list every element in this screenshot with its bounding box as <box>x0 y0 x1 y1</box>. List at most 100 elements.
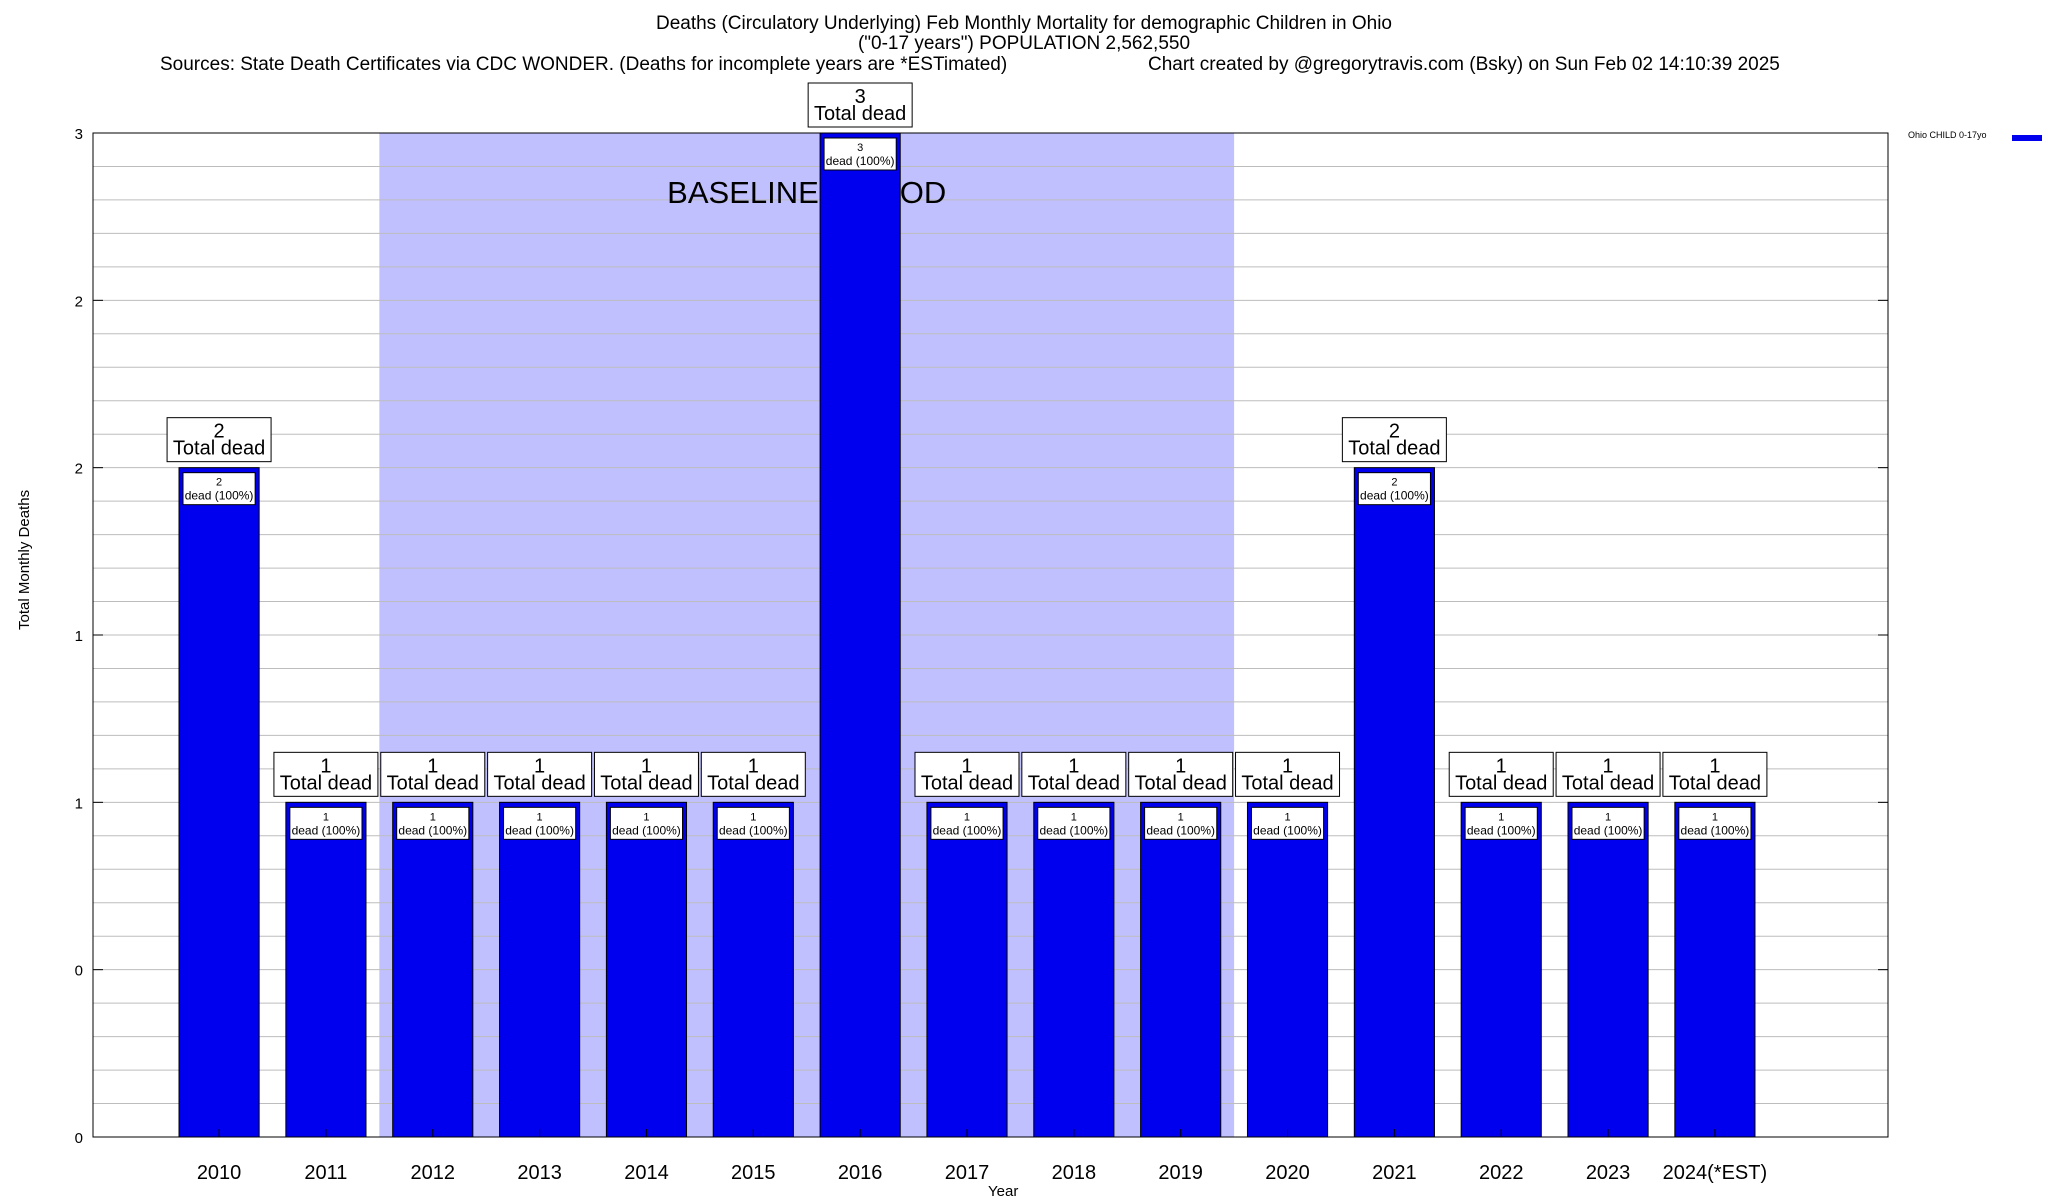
bar-top-value: 1 <box>1282 755 1293 777</box>
bar-inner-value: 1 <box>1071 811 1077 823</box>
bar-top-value: 1 <box>961 755 972 777</box>
bar-top-value: 1 <box>748 755 759 777</box>
bar-inner-label: dead (100%) <box>1253 823 1322 837</box>
bar-inner-label-box <box>1571 806 1645 840</box>
bar <box>926 801 1008 1138</box>
bar <box>392 801 474 1138</box>
bar-inner-value: 2 <box>216 477 222 489</box>
bar-inner-label: dead (100%) <box>1360 489 1429 503</box>
bar <box>1033 801 1115 1138</box>
bar <box>1674 801 1756 1138</box>
bar-inner-label: dead (100%) <box>185 489 254 503</box>
bar-top-label: Total dead <box>173 438 265 460</box>
x-tick-label: 2011 <box>304 1162 347 1184</box>
bar-inner-label: dead (100%) <box>933 823 1002 837</box>
bar <box>1246 801 1329 1138</box>
x-tick-label: 2016 <box>838 1162 883 1184</box>
y-tick-label: 0 <box>75 963 83 980</box>
y-axis-label: Total Monthly Deaths <box>16 489 33 630</box>
legend-label: Ohio CHILD 0-17yo <box>1908 130 1987 140</box>
bar-top-label: Total dead <box>1348 438 1440 460</box>
bar-top-label-box <box>914 751 1020 797</box>
bar <box>285 801 367 1138</box>
bar <box>712 801 794 1138</box>
bar-inner-label: dead (100%) <box>1574 823 1643 837</box>
x-tick-label: 2024(*EST) <box>1663 1162 1768 1184</box>
bar-inner-label-box <box>1144 806 1218 840</box>
x-tick-label: 2018 <box>1052 1162 1097 1184</box>
bar-top-label: Total dead <box>1562 772 1654 794</box>
bar-top-label: Total dead <box>707 772 799 794</box>
title-line-1: Deaths (Circulatory Underlying) Feb Mont… <box>655 13 1393 34</box>
x-tick-label: 2022 <box>1479 1162 1524 1184</box>
chart-title: Deaths (Circulatory Underlying) Feb Mont… <box>0 14 2048 54</box>
bar-top-label: Total dead <box>280 772 372 794</box>
bar <box>1353 467 1435 1138</box>
bar-inner-label-box <box>1464 806 1538 840</box>
bar-top-label: Total dead <box>814 103 906 125</box>
bar <box>1140 801 1222 1138</box>
bar-top-label-box <box>273 751 379 797</box>
y-tick-label: 0 <box>75 1130 83 1147</box>
bar-inner-value: 1 <box>1498 811 1504 823</box>
bar <box>1567 801 1649 1138</box>
bar-inner-value: 1 <box>1605 811 1611 823</box>
y-tick-label: 3 <box>75 126 83 143</box>
bar-inner-label: dead (100%) <box>826 154 895 168</box>
bar-top-value: 3 <box>855 86 866 108</box>
bar-top-value: 1 <box>641 755 652 777</box>
bar-inner-label: dead (100%) <box>1467 823 1536 837</box>
bar-inner-label: dead (100%) <box>1681 823 1750 837</box>
bar-top-label: Total dead <box>493 772 585 794</box>
bar-top-label-box <box>487 751 593 797</box>
bar-top-label-box <box>1555 751 1661 797</box>
bar-top-value: 1 <box>1175 755 1186 777</box>
bar-inner-value: 1 <box>1178 811 1184 823</box>
bar <box>605 801 688 1138</box>
x-tick-label: 2023 <box>1586 1162 1631 1184</box>
bar <box>178 467 260 1138</box>
bar-inner-value: 1 <box>750 811 756 823</box>
bar-inner-label-box <box>503 806 577 840</box>
bar-top-label-box <box>1235 751 1341 797</box>
bar-top-label: Total dead <box>1669 772 1761 794</box>
bar-top-value: 1 <box>1603 755 1614 777</box>
bar-top-label: Total dead <box>1241 772 1333 794</box>
bar-inner-label-box <box>930 806 1004 840</box>
bar-inner-label-box <box>1357 472 1431 506</box>
bar-top-label-box <box>1448 751 1554 797</box>
bar-inner-label-box <box>1250 806 1325 840</box>
chart-credit: Chart created by @gregorytravis.com (Bsk… <box>1148 54 1780 75</box>
baseline-period-label: BASELINE PERIOD <box>667 175 946 210</box>
bar-top-value: 2 <box>1389 421 1400 443</box>
bar-inner-label-box <box>1678 806 1752 840</box>
y-tick-label: 2 <box>75 293 83 310</box>
bar-top-label-box <box>593 751 699 797</box>
bar-inner-label: dead (100%) <box>1039 823 1108 837</box>
bar-top-value: 1 <box>427 755 438 777</box>
x-tick-label: 2021 <box>1372 1162 1417 1184</box>
x-tick-label: 2019 <box>1158 1162 1203 1184</box>
bar-inner-value: 2 <box>1391 477 1397 489</box>
bar-top-label-box <box>380 751 486 797</box>
bar-inner-value: 1 <box>430 811 436 823</box>
sources-note: Sources: State Death Certificates via CD… <box>160 54 1008 75</box>
x-axis-label: Year <box>988 1183 1019 1200</box>
bar-top-value: 2 <box>214 421 225 443</box>
bar-top-label: Total dead <box>600 772 692 794</box>
bar-top-value: 1 <box>320 755 331 777</box>
bar-top-label-box <box>1128 751 1234 797</box>
bar-top-label: Total dead <box>1028 772 1120 794</box>
bar <box>819 132 901 1138</box>
bar-inner-label-box <box>1037 806 1111 840</box>
x-tick-label: 2020 <box>1265 1162 1310 1184</box>
y-tick-label: 2 <box>75 461 83 478</box>
title-line-2: ("0-17 years") POPULATION 2,562,550 <box>857 33 1191 54</box>
bar-inner-label: dead (100%) <box>719 823 788 837</box>
bar-top-label-box <box>1341 417 1447 463</box>
bar-inner-value: 1 <box>643 811 649 823</box>
bar-top-value: 1 <box>534 755 545 777</box>
bar-top-label-box <box>807 82 913 128</box>
bar-inner-value: 1 <box>1712 811 1718 823</box>
